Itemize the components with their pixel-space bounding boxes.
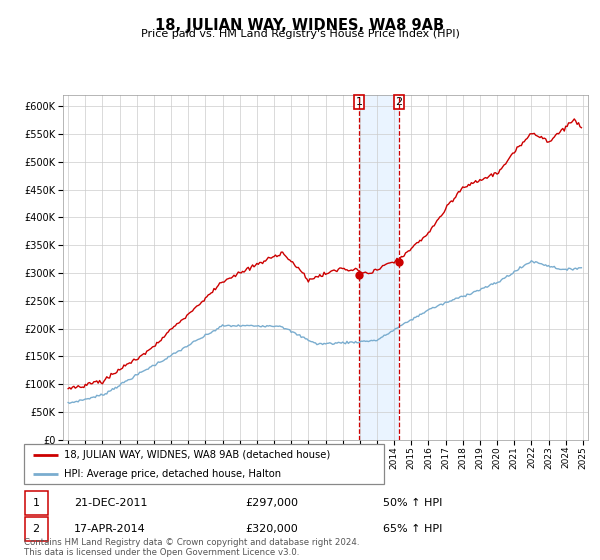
Text: 2: 2 bbox=[32, 524, 40, 534]
Text: 18, JULIAN WAY, WIDNES, WA8 9AB (detached house): 18, JULIAN WAY, WIDNES, WA8 9AB (detache… bbox=[64, 450, 330, 460]
FancyBboxPatch shape bbox=[25, 491, 48, 515]
Text: Price paid vs. HM Land Registry's House Price Index (HPI): Price paid vs. HM Land Registry's House … bbox=[140, 29, 460, 39]
Text: 65% ↑ HPI: 65% ↑ HPI bbox=[383, 524, 442, 534]
Text: Contains HM Land Registry data © Crown copyright and database right 2024.
This d: Contains HM Land Registry data © Crown c… bbox=[24, 538, 359, 557]
Text: 1: 1 bbox=[32, 498, 40, 508]
Text: 18, JULIAN WAY, WIDNES, WA8 9AB: 18, JULIAN WAY, WIDNES, WA8 9AB bbox=[155, 18, 445, 33]
Text: 2: 2 bbox=[395, 97, 403, 107]
Text: £297,000: £297,000 bbox=[245, 498, 298, 508]
Text: 1: 1 bbox=[356, 97, 362, 107]
Bar bbox=[359, 95, 399, 440]
FancyBboxPatch shape bbox=[24, 444, 384, 484]
Text: HPI: Average price, detached house, Halton: HPI: Average price, detached house, Halt… bbox=[64, 469, 281, 478]
Text: £320,000: £320,000 bbox=[245, 524, 298, 534]
FancyBboxPatch shape bbox=[25, 516, 48, 541]
Text: 50% ↑ HPI: 50% ↑ HPI bbox=[383, 498, 442, 508]
Text: 17-APR-2014: 17-APR-2014 bbox=[74, 524, 145, 534]
Text: 21-DEC-2011: 21-DEC-2011 bbox=[74, 498, 147, 508]
